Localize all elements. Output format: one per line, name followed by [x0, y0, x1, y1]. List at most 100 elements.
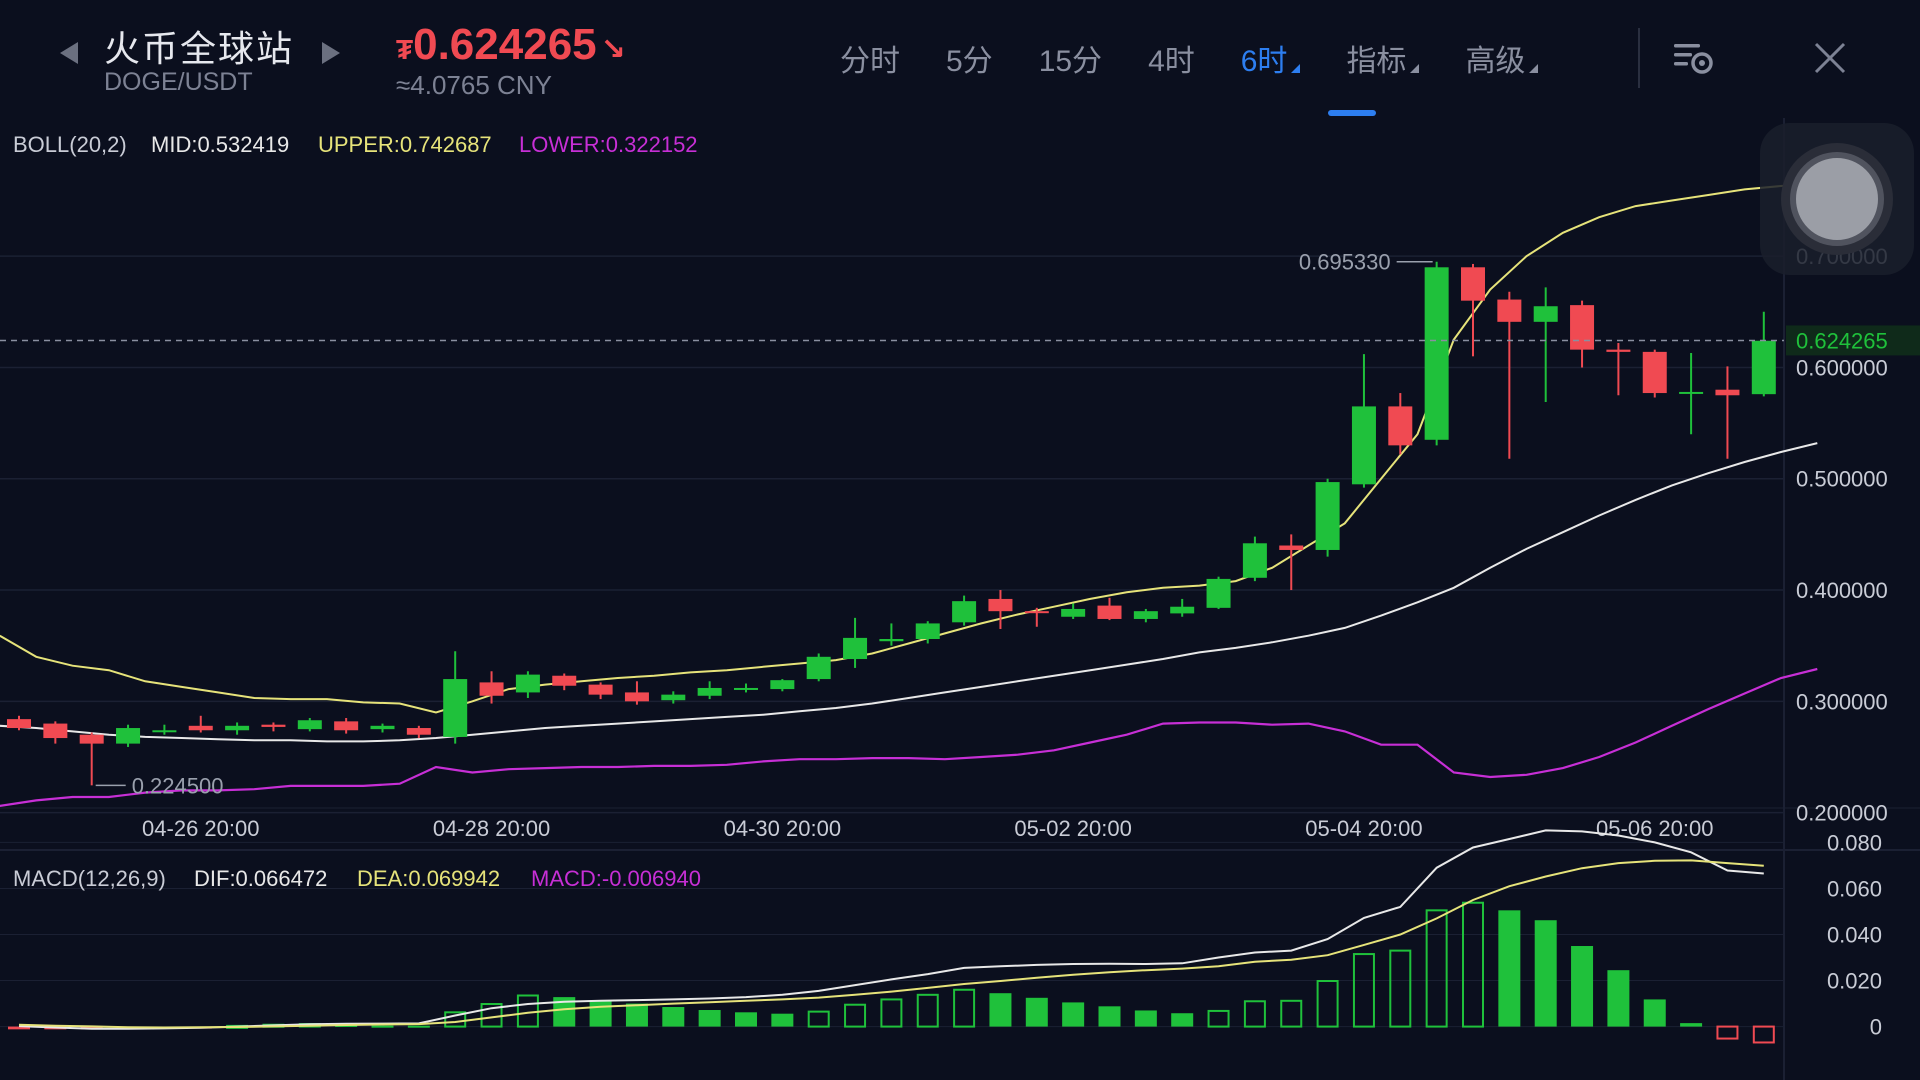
tab-label: 5分: [946, 45, 993, 78]
tab-5min[interactable]: 5分: [946, 36, 993, 86]
macd-value-label: MACD:-0.006940: [531, 866, 701, 891]
candle-down: [43, 723, 68, 739]
macd-dif-line: [18, 829, 1764, 1030]
candle-up: [697, 687, 722, 696]
tab-fenshi[interactable]: 分时: [840, 36, 900, 86]
tab-6h[interactable]: 6时: [1241, 36, 1301, 86]
candle-up: [1170, 606, 1195, 614]
macd-bar-hollow: [1752, 1025, 1775, 1044]
dropdown-corner-icon: [1410, 64, 1420, 73]
candle-down: [1024, 611, 1049, 614]
macd-bar-hollow: [1462, 901, 1484, 1028]
macd-bar-solid: [1098, 1006, 1121, 1027]
close-icon[interactable]: [1810, 38, 1850, 78]
candle-up: [1533, 306, 1558, 322]
candle-up: [1315, 482, 1340, 550]
candle-up: [806, 656, 831, 680]
current-price-tag: 0.624265: [1796, 328, 1888, 353]
macd-bar-solid: [1025, 997, 1048, 1027]
boll-label: BOLL(20,2): [13, 132, 127, 157]
macd-bar-solid: [1571, 946, 1594, 1027]
boll-mid-label: MID:0.532419: [151, 132, 289, 157]
macd-bar-solid: [735, 1012, 757, 1027]
macd-bar-solid: [625, 1003, 648, 1027]
time-tick-label: 04-30 20:00: [724, 816, 841, 841]
macd-bar-hollow: [1243, 1000, 1266, 1028]
boll-upper-label: UPPER:0.742687: [318, 132, 492, 157]
candle-down: [1097, 605, 1122, 619]
candle-down: [624, 692, 649, 702]
macd-bar-solid: [662, 1007, 685, 1027]
candle-down: [1279, 545, 1304, 550]
floating-assist-button[interactable]: [1760, 123, 1914, 275]
candle-down: [188, 725, 213, 731]
trading-pair: DOGE/USDT: [104, 68, 253, 96]
boll-upper-line: [0, 181, 1818, 714]
tab-label: 4时: [1148, 45, 1195, 78]
candle-up: [661, 694, 686, 701]
candle-down: [479, 682, 504, 696]
tab-15min[interactable]: 15分: [1039, 36, 1102, 86]
price-tick-label: 0.500000: [1796, 467, 1888, 492]
macd-bar-solid: [589, 1000, 612, 1027]
macd-histogram: [8, 901, 1775, 1044]
time-tick-label: 05-02 20:00: [1014, 816, 1131, 841]
candle-up: [1133, 611, 1158, 619]
candle-up: [1061, 608, 1086, 617]
candle-up: [1679, 391, 1704, 394]
macd-bar-hollow: [1425, 909, 1448, 1028]
last-price: ₮0.624265 ↘: [396, 20, 626, 70]
tab-4h[interactable]: 4时: [1148, 36, 1195, 86]
macd-dea-label: DEA:0.069942: [357, 866, 500, 891]
boll-lines: [0, 181, 1818, 807]
candle-down: [261, 724, 286, 727]
candle-up: [770, 680, 795, 690]
kline-chart[interactable]: BOLL(20,2) MID:0.532419 UPPER:0.742687 L…: [0, 118, 1920, 1080]
macd-bar-hollow: [1280, 999, 1303, 1028]
tab-indicators[interactable]: 指标: [1346, 36, 1420, 86]
low-marker: 0.224500: [95, 773, 223, 798]
candle-down: [552, 675, 577, 686]
main-grid: [0, 255, 1784, 814]
candle-up: [1206, 578, 1231, 608]
candle-up: [1351, 406, 1376, 485]
time-tick-label: 05-04 20:00: [1305, 816, 1422, 841]
tab-advanced[interactable]: 高级: [1465, 36, 1539, 86]
candle-down: [1715, 389, 1740, 396]
price-tick-label: 0.400000: [1796, 578, 1888, 603]
macd-tick-label: 0.020: [1827, 969, 1882, 994]
high-price-label: 0.695330: [1299, 250, 1391, 275]
macd-bar-solid: [371, 1025, 394, 1028]
candle-up: [915, 623, 940, 639]
header-divider: [1638, 28, 1640, 88]
price-tick-label: 0.200000: [1796, 801, 1888, 826]
chevron-left-icon[interactable]: [60, 42, 78, 64]
price-tick-label: 0.600000: [1796, 355, 1888, 380]
candle-down: [1461, 267, 1485, 301]
macd-bar-solid: [698, 1010, 721, 1027]
macd-bar-solid: [407, 1025, 430, 1028]
candle-up: [1751, 340, 1776, 395]
tab-label: 分时: [840, 45, 900, 78]
macd-bar-hollow: [1716, 1025, 1739, 1040]
macd-tick-label: 0.040: [1827, 923, 1882, 948]
candle-up: [1242, 543, 1267, 578]
macd-axis: 0.080 0.060 0.040 0.020 0: [1827, 830, 1882, 1039]
tab-label: 15分: [1038, 45, 1103, 78]
candle-up: [370, 725, 395, 730]
candle-down: [334, 721, 359, 731]
chart-settings-icon[interactable]: [1672, 40, 1714, 76]
candle-down: [588, 684, 613, 695]
macd-legend: MACD(12,26,9) DIF:0.066472 DEA:0.069942 …: [13, 866, 701, 891]
macd-bar-solid: [1680, 1023, 1703, 1027]
macd-bar-hollow: [880, 998, 903, 1028]
tab-label: 6时: [1240, 45, 1288, 78]
high-marker: 0.695330: [1299, 250, 1433, 275]
candle-up: [152, 730, 177, 733]
candle-down: [406, 728, 431, 735]
macd-bar-solid: [1171, 1013, 1194, 1027]
candle-down: [7, 719, 31, 729]
macd-bar-hollow: [807, 1010, 830, 1028]
candle-down: [988, 598, 1013, 612]
chevron-right-icon[interactable]: [322, 42, 340, 64]
